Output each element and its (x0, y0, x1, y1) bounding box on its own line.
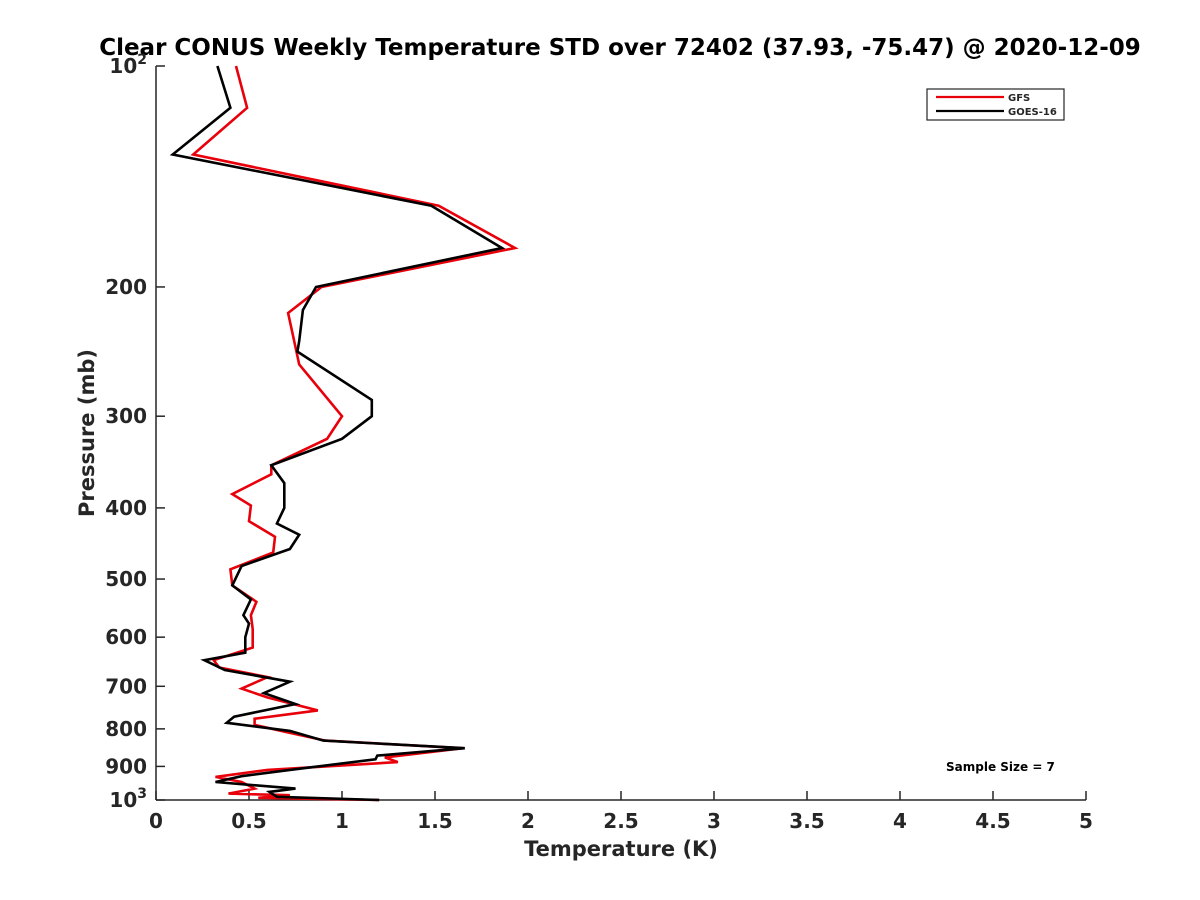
y-tick-label: 500 (105, 567, 147, 591)
legend-box (926, 88, 1065, 121)
x-tick-label: 1 (335, 809, 349, 833)
x-tick-label: 1.5 (417, 809, 452, 833)
x-tick-label: 4 (893, 809, 907, 833)
x-tick-label: 5 (1079, 809, 1093, 833)
y-tick-label: 200 (105, 275, 147, 299)
y-tick-label: 600 (105, 625, 147, 649)
x-tick-label: 0 (149, 809, 163, 833)
legend: GFS GOES-16 (926, 88, 1065, 121)
x-tick-label: 3 (707, 809, 721, 833)
legend-label-gfs: GFS (1008, 93, 1030, 104)
y-axis-ticks: 102 200 300 400 500 600 700 800 900 103 (105, 52, 165, 812)
series-line-goes-16 (169, 65, 506, 802)
x-tick-label: 3.5 (789, 809, 824, 833)
legend-label-goes16: GOES-16 (1008, 107, 1057, 118)
x-tick-label: 0.5 (231, 809, 266, 833)
y-tick-label: 400 (105, 496, 147, 520)
x-tick-label: 2.5 (603, 809, 638, 833)
x-tick-label: 2 (521, 809, 535, 833)
series-layer (169, 65, 519, 802)
series-line-gfs (190, 65, 519, 802)
x-axis-label: Temperature (K) (524, 837, 718, 861)
sample-size-annotation: Sample Size = 7 (946, 760, 1055, 774)
y-tick-label: 800 (105, 717, 147, 741)
y-tick-label: 700 (105, 674, 147, 698)
x-axis-ticks: 0 0.5 1 1.5 2 2.5 3 3.5 4 4.5 5 (149, 791, 1093, 833)
y-tick-label: 300 (105, 404, 147, 428)
x-tick-label: 4.5 (975, 809, 1010, 833)
y-tick-label: 900 (105, 754, 147, 778)
y-tick-label: 102 (109, 52, 147, 78)
y-axis-label: Pressure (mb) (75, 349, 99, 517)
y-tick-label: 103 (109, 786, 147, 812)
chart-title: Clear CONUS Weekly Temperature STD over … (99, 35, 1141, 61)
